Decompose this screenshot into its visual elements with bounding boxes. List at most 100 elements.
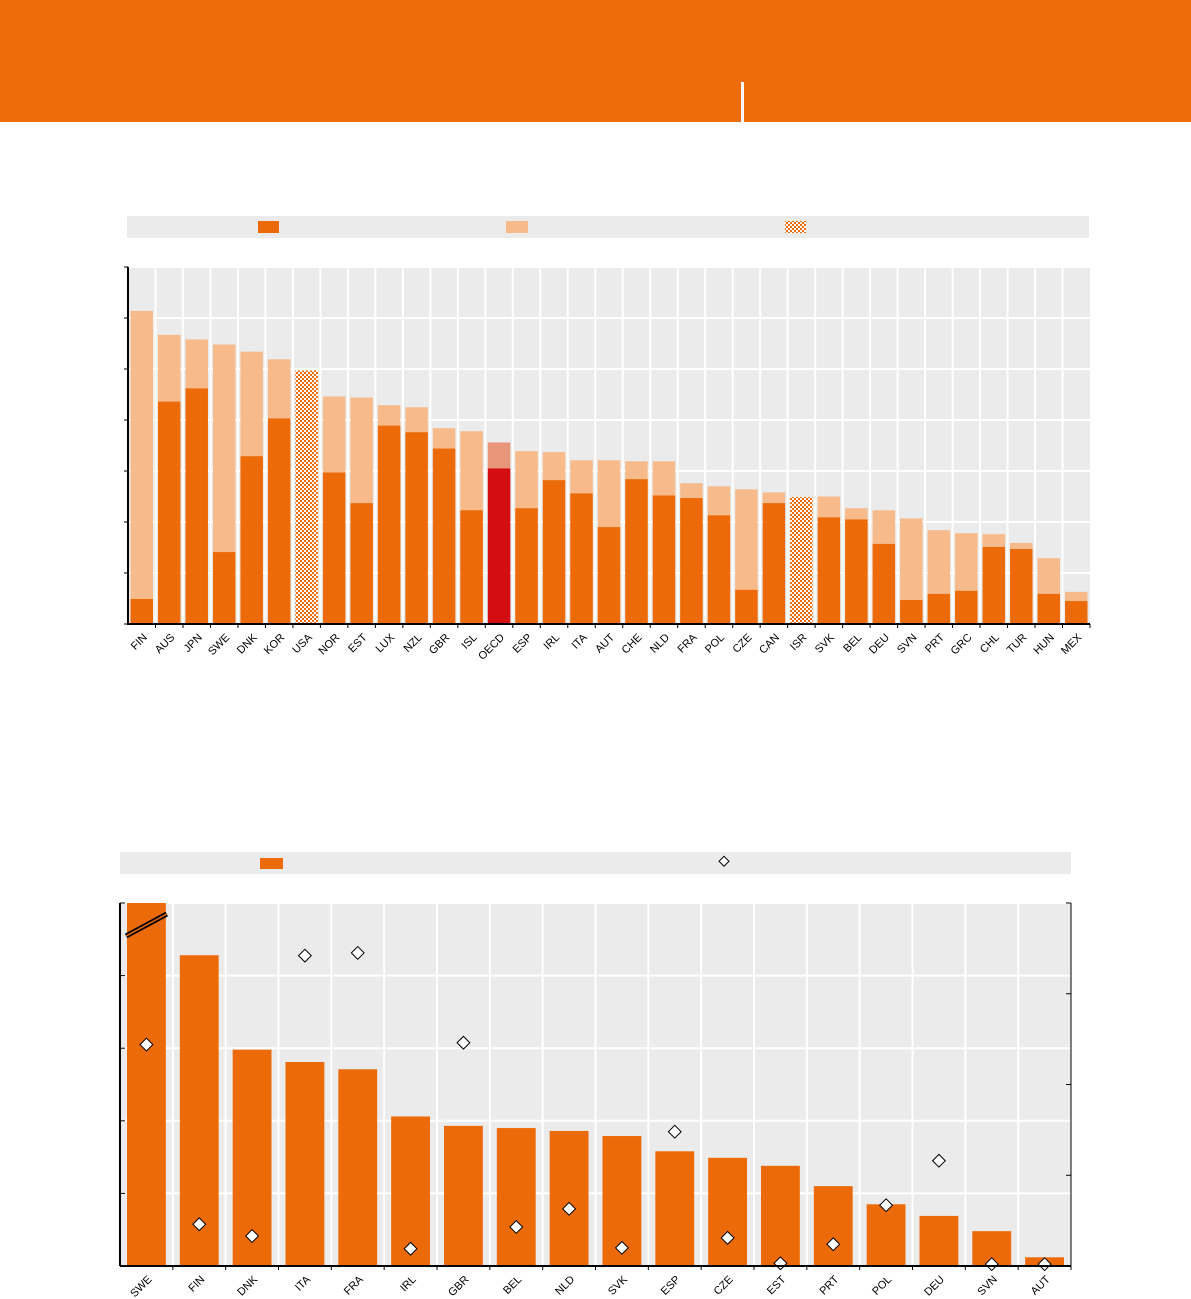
x-label-swe: SWE xyxy=(128,1274,154,1299)
bar-nld xyxy=(549,1130,589,1266)
x-label-aus: AUS xyxy=(153,632,177,656)
bar-gbr xyxy=(444,1125,483,1266)
bar-fra-component xyxy=(680,498,703,624)
x-label-mex: MEX xyxy=(1059,631,1085,657)
diamond-dnk xyxy=(245,1228,260,1244)
bar-swe-component xyxy=(212,552,236,624)
diamond-aut xyxy=(1037,1257,1052,1272)
legend-panel xyxy=(120,852,1071,874)
x-label-oecd: OECD xyxy=(476,632,507,663)
bar-che-component xyxy=(625,479,648,624)
bar-cze xyxy=(708,1157,747,1266)
x-label-deu: DEU xyxy=(922,1274,947,1299)
bar-fin-total xyxy=(130,310,153,624)
bar-isr-hatched xyxy=(790,497,813,624)
axis-break-gap xyxy=(125,913,168,937)
legend-diamond-icon xyxy=(718,855,730,867)
diamond-cze xyxy=(720,1230,735,1245)
diamond-ita xyxy=(297,948,312,963)
x-label-fra: FRA xyxy=(676,631,701,656)
bar-oecd-component xyxy=(487,468,511,624)
x-label-isr: ISR xyxy=(788,632,809,653)
bar-nzl-component xyxy=(405,432,428,624)
x-label-esp: ESP xyxy=(511,632,535,656)
diamond-swe xyxy=(139,1037,154,1052)
diamond-esp xyxy=(667,1124,682,1139)
x-label-deu: DEU xyxy=(867,632,892,657)
x-label-isl: ISL xyxy=(460,632,480,652)
bar-prt xyxy=(813,1186,853,1266)
bar-tur-component xyxy=(1010,549,1033,624)
x-label-swe: SWE xyxy=(206,632,232,658)
bar-grc-component xyxy=(955,590,978,624)
header-band xyxy=(0,0,1191,122)
bar-deu xyxy=(919,1215,959,1266)
diamond-gbr xyxy=(456,1035,471,1050)
x-label-bel: BEL xyxy=(501,1274,524,1297)
x-label-nor: NOR xyxy=(316,632,342,658)
diamond-prt xyxy=(826,1237,841,1252)
x-label-svn: SVN xyxy=(975,1274,1000,1299)
x-label-usa: USA xyxy=(290,631,315,656)
diamond-bel xyxy=(509,1219,524,1235)
bar-usa-hatched xyxy=(295,370,318,624)
bar-irl xyxy=(391,1116,430,1266)
bar-hun-component xyxy=(1037,593,1061,624)
bar-pol-component xyxy=(707,515,731,624)
bar-kor-component xyxy=(267,418,291,624)
bar-svn-total xyxy=(900,518,923,624)
bar-chl-component xyxy=(982,546,1006,624)
x-label-irl: IRL xyxy=(398,1274,419,1295)
x-label-ita: ITA xyxy=(293,1273,313,1293)
x-label-ita: ITA xyxy=(570,631,590,651)
x-label-prt: PRT xyxy=(817,1273,841,1297)
bar-gbr-component xyxy=(432,448,456,624)
bar-est xyxy=(761,1165,800,1266)
bar-fra xyxy=(338,1069,378,1266)
x-label-nld: NLD xyxy=(648,632,672,656)
bar-prt-component xyxy=(927,593,951,624)
x-label-nld: NLD xyxy=(553,1274,577,1298)
x-label-lux: LUX xyxy=(374,631,398,655)
diamond-deu xyxy=(931,1153,946,1168)
bar-aut-component xyxy=(597,527,621,624)
bar-irl-component xyxy=(542,480,566,624)
x-label-cze: CZE xyxy=(712,1274,736,1298)
x-label-can: CAN xyxy=(757,632,782,657)
legend-swatch-primary xyxy=(258,221,279,233)
bar-esp xyxy=(655,1151,695,1266)
x-label-pol: POL xyxy=(703,632,727,656)
bar-aus-component xyxy=(157,401,181,624)
bar-ita xyxy=(285,1061,325,1266)
legend-swatch-bar xyxy=(260,858,283,869)
x-label-prt: PRT xyxy=(923,631,947,655)
x-label-aut: AUT xyxy=(593,631,617,655)
bar-cze-component xyxy=(735,589,758,624)
x-label-gbr: GBR xyxy=(427,632,452,657)
x-label-svk: SVK xyxy=(606,1273,631,1298)
x-label-fin: FIN xyxy=(129,632,150,653)
x-label-nzl: NZL xyxy=(402,632,425,655)
bar-nld-component xyxy=(652,495,676,624)
bar-dnk-component xyxy=(240,456,263,624)
x-label-irl: IRL xyxy=(542,632,563,653)
x-label-tur: TUR xyxy=(1005,632,1030,657)
legend-swatch-secondary xyxy=(506,221,528,233)
bar-can-component xyxy=(762,503,786,624)
bar-mex-component xyxy=(1065,601,1088,624)
diamond-nld xyxy=(562,1201,577,1216)
x-label-jpn: JPN xyxy=(182,632,205,655)
bar-fin xyxy=(179,955,219,1266)
x-label-grc: GRC xyxy=(949,632,975,658)
x-label-chl: CHL xyxy=(978,632,1002,656)
bar-bel-component xyxy=(845,519,868,624)
x-label-bel: BEL xyxy=(841,632,864,655)
diamond-svn xyxy=(984,1257,999,1272)
x-label-dnk: DNK xyxy=(235,631,260,656)
x-label-svk: SVK xyxy=(813,631,838,656)
bar-ita-component xyxy=(570,493,593,624)
x-label-fra: FRA xyxy=(342,1273,367,1298)
bar-svk-component xyxy=(817,517,841,624)
x-label-est: EST xyxy=(346,631,370,655)
